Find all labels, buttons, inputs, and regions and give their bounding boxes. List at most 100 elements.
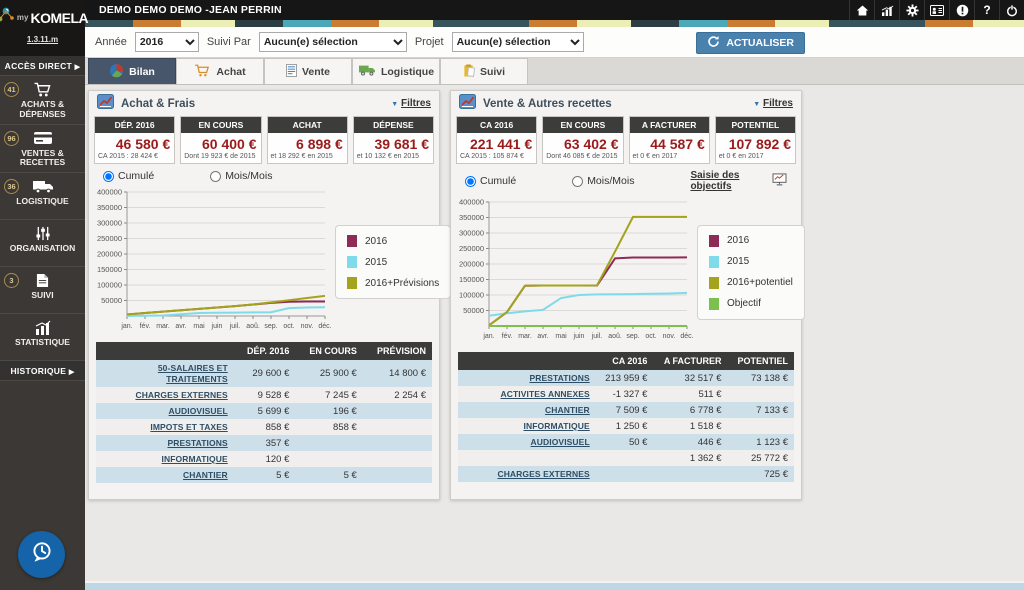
vente-table: CA 2016 A FACTURER POTENTIEL PRESTATIONS 21… [458,352,794,482]
presentation-screen-icon [772,173,787,189]
svg-text:nov.: nov. [301,323,314,330]
category-link[interactable]: PRESTATIONS [167,437,228,448]
category-link[interactable]: ACTIVITES ANNEXES [500,388,590,399]
filtres-link[interactable]: ▼ Filtres [753,98,793,109]
kpi-value: 44 587 € [650,136,705,152]
radio-mois-label[interactable]: Mois/Mois [587,175,635,187]
chart-area: 50000 100000 150000 200000 250000 300000 35000… [451,194,805,348]
category-link[interactable]: INFORMATIQUE [161,453,228,464]
category-link[interactable]: CHARGES EXTERNES [135,389,228,400]
value-cell: 5 699 € [257,405,290,417]
year-select[interactable]: 2016 [134,32,199,52]
radio-cumule[interactable] [103,170,114,182]
table-header-cell [458,352,596,370]
legend-item: Objectif [709,297,793,310]
table-header-cell: EN COURS [295,342,363,360]
power-icon[interactable] [999,0,1024,20]
badge-count: 41 [4,82,19,97]
refresh-button[interactable]: ACTUALISER [696,32,805,54]
tab-bilan[interactable]: Bilan [88,58,176,84]
suivi-select[interactable]: Aucun(e) sélection [258,32,407,52]
table-row: ACTIVITES ANNEXES -1 327 € 511 € [458,386,794,402]
category-link[interactable]: CHARGES EXTERNES [497,468,590,479]
sidebar-item-suivi[interactable]: 3 SUIVI [0,267,85,315]
category-link[interactable]: IMPOTS ET TAXES [150,421,228,432]
svg-text:200000: 200000 [459,260,484,269]
svg-text:fév.: fév. [502,333,513,340]
tab-bar: Bilan Achat Vente Logistique Suivi [85,58,1024,85]
svg-text:jan.: jan. [120,323,132,330]
table-row: INFORMATIQUE 120 € [96,451,432,467]
sidebar-acces-direct[interactable]: ACCÈS DIRECT ▶ [0,56,85,76]
radio-mois[interactable] [210,170,222,182]
kpi-row: CA 2016 221 441 € CA 2015 : 105 874 € EN… [451,116,801,164]
value-cell: 5 € [276,469,290,481]
sidebar-item-statistique[interactable]: STATISTIQUE [0,314,85,362]
category-link[interactable]: PRESTATIONS [529,372,590,383]
tab-logistique[interactable]: Logistique [352,58,440,84]
table-row: IMPOTS ET TAXES 858 € 858 € [96,419,432,435]
kpi-value: 221 441 € [469,136,533,152]
svg-text:50000: 50000 [101,296,122,305]
svg-text:100000: 100000 [97,281,122,290]
sidebar-item-achats-depenses[interactable]: 41 ACHATS & DÉPENSES [0,76,85,125]
category-link[interactable]: AUDIOVISUEL [168,405,228,416]
legend-item: 2016+potentiel [709,276,793,289]
radio-cumule-label[interactable]: Cumulé [118,170,155,182]
pie-chart-icon [109,63,124,81]
sidebar-historique[interactable]: HISTORIQUE ▶ [0,361,85,382]
category-link[interactable]: 50-SALAIRES ET TRAITEMENTS [157,362,228,384]
svg-text:200000: 200000 [97,250,122,259]
radio-cumule-label[interactable]: Cumulé [480,175,517,187]
table-row: AUDIOVISUEL 50 € 446 € 1 123 € [458,434,794,450]
sidebar-item-logistique[interactable]: 36 LOGISTIQUE [0,173,85,221]
kpi-value: 39 681 € [374,136,430,152]
category-link[interactable]: CHANTIER [545,404,590,415]
support-chat-button[interactable] [18,531,65,578]
value-cell: 7 133 € [756,404,788,416]
sidebar-item-organisation[interactable]: ORGANISATION [0,220,85,268]
category-link[interactable]: CHANTIER [183,469,228,480]
settings-gear-icon[interactable] [899,0,924,20]
category-link[interactable]: INFORMATIQUE [523,420,590,431]
alert-icon[interactable] [949,0,974,20]
tab-achat[interactable]: Achat [176,58,264,84]
radio-mois[interactable] [572,175,584,187]
account-badge-icon[interactable] [924,0,949,20]
radio-mois-label[interactable]: Mois/Mois [225,170,273,182]
chart-vente-recettes: 50000 100000 150000 200000 250000 300000 35000… [459,198,693,341]
kpi-subtext: et 18 292 € en 2015 [270,153,333,160]
sidebar-item-label: VENTES & RECETTES [19,147,66,168]
network-logo-icon [0,6,15,29]
tab-suivi[interactable]: Suivi [440,58,528,84]
category-cell: CHARGES EXTERNES [458,466,596,482]
svg-text:250000: 250000 [97,234,122,243]
category-cell: CHANTIER [458,402,596,418]
clipboard-icon [463,63,476,80]
sidebar-item-ventes-recettes[interactable]: 96 VENTES & RECETTES [0,125,85,174]
radio-cumule[interactable] [465,175,476,187]
kpi-achat: ACHAT 6 898 € et 18 292 € en 2015 [266,116,348,164]
value-cell [728,386,794,402]
version-link[interactable]: 1.3.11.m [26,35,59,44]
svg-text:nov.: nov. [663,333,676,340]
table-header-cell: CA 2016 [595,352,654,370]
table-row: 1 362 € 25 772 € [458,450,794,466]
table-header-cell [96,342,234,360]
objectives-link[interactable]: Saisie des objectifs [690,170,787,192]
value-cell: 858 € [333,421,357,433]
home-icon[interactable] [849,0,874,20]
projet-select[interactable]: Aucun(e) sélection [451,32,584,52]
value-cell: 73 138 € [751,372,788,384]
stats-icon[interactable] [874,0,899,20]
category-link[interactable]: AUDIOVISUEL [530,436,590,447]
tab-vente[interactable]: Vente [264,58,352,84]
filtres-link[interactable]: ▼ Filtres [391,98,431,109]
help-icon[interactable]: ? [974,0,999,20]
table-header-cell: A FACTURER [653,352,728,370]
sliders-icon [2,226,83,242]
value-cell: 6 778 € [689,404,722,416]
app-logo[interactable]: my KOMELA 1.3.11.m [0,0,89,56]
value-cell [363,403,432,419]
value-cell: 1 250 € [615,420,648,432]
